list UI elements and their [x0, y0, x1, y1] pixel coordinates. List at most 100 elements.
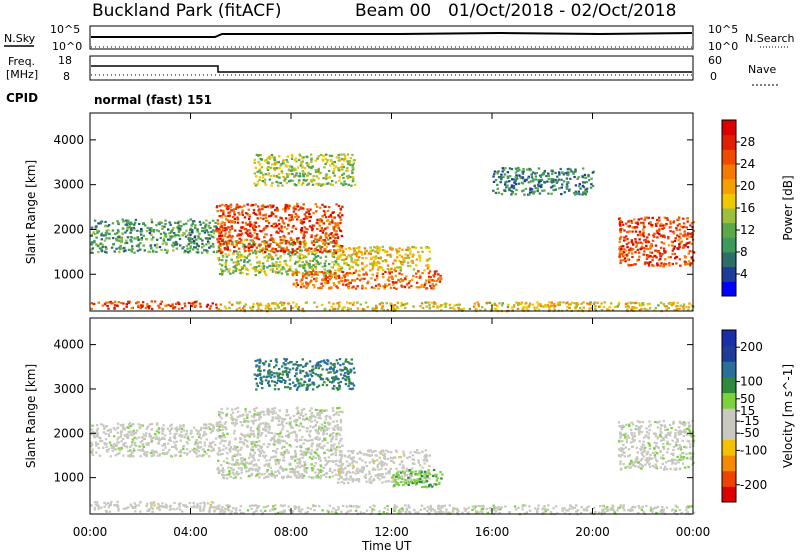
data-cell: [241, 457, 244, 460]
data-cell: [319, 229, 322, 232]
data-cell: [316, 408, 319, 412]
data-cell: [315, 221, 318, 224]
data-cell: [346, 274, 349, 277]
data-cell: [199, 505, 202, 508]
data-cell: [271, 411, 274, 414]
data-cell: [453, 304, 456, 307]
data-cell: [676, 234, 679, 237]
data-cell: [227, 504, 230, 507]
data-cell: [256, 180, 260, 183]
data-cell: [619, 220, 622, 223]
data-cell: [401, 248, 404, 251]
data-cell: [141, 301, 145, 304]
data-cell: [288, 268, 292, 271]
data-cell: [280, 309, 283, 312]
data-cell: [252, 416, 256, 419]
data-cell: [171, 303, 174, 306]
data-cell: [262, 267, 265, 270]
data-cell: [288, 217, 291, 220]
data-cell: [131, 506, 135, 510]
data-cell: [541, 173, 544, 176]
data-cell: [266, 259, 269, 262]
data-cell: [346, 160, 349, 163]
data-cell: [229, 446, 233, 449]
data-cell: [310, 272, 313, 275]
data-cell: [635, 244, 638, 247]
data-cell: [248, 215, 251, 218]
data-cell: [412, 268, 416, 271]
data-cell: [337, 204, 341, 207]
data-cell: [318, 427, 321, 430]
data-cell: [575, 192, 579, 195]
data-cell: [351, 171, 354, 175]
data-cell: [356, 264, 360, 267]
data-cell: [248, 410, 251, 414]
data-cell: [306, 164, 309, 167]
data-cell: [691, 309, 694, 312]
data-cell: [314, 265, 317, 268]
data-cell: [186, 448, 189, 451]
data-cell: [566, 305, 569, 308]
data-cell: [273, 168, 277, 171]
data-cell: [224, 447, 228, 450]
data-cell: [262, 206, 266, 209]
data-cell: [109, 503, 113, 507]
data-cell: [366, 282, 369, 285]
data-cell: [453, 307, 456, 311]
data-cell: [270, 163, 274, 166]
data-cell: [269, 204, 272, 207]
data-cell: [257, 161, 260, 164]
data-cell: [216, 257, 220, 260]
data-cell: [282, 162, 285, 165]
data-cell: [100, 234, 103, 237]
data-cell: [90, 234, 93, 237]
data-cell: [287, 269, 290, 272]
data-cell: [659, 301, 663, 304]
data-cell: [562, 180, 566, 183]
data-cell: [314, 256, 317, 259]
data-cell: [511, 191, 514, 194]
data-cell: [236, 252, 239, 255]
data-cell: [381, 272, 385, 276]
data-cell: [466, 511, 470, 514]
data-cell: [157, 431, 161, 434]
data-cell: [196, 230, 199, 233]
y-tick-label: 1000: [53, 267, 84, 281]
data-cell: [587, 179, 591, 182]
data-cell: [232, 220, 235, 223]
data-cell: [105, 445, 108, 449]
data-cell: [124, 434, 127, 437]
data-cell: [547, 504, 550, 507]
data-cell: [346, 175, 349, 178]
data-cell: [295, 474, 298, 477]
data-cell: [332, 302, 335, 305]
data-cell: [257, 264, 261, 268]
data-cell: [266, 168, 270, 171]
data-cell: [668, 264, 671, 267]
data-cell: [282, 303, 285, 306]
data-cell: [659, 234, 662, 237]
data-cell: [229, 249, 232, 252]
data-cell: [129, 503, 132, 506]
data-cell: [659, 257, 662, 260]
data-cell: [179, 454, 182, 457]
data-cell: [221, 452, 224, 456]
data-cell: [305, 272, 309, 275]
data-cell: [95, 225, 98, 228]
data-cell: [403, 286, 407, 289]
data-cell: [222, 468, 225, 472]
data-cell: [226, 432, 229, 435]
data-cell: [291, 179, 295, 182]
data-cell: [344, 157, 347, 160]
data-cell: [179, 424, 182, 427]
data-cell: [105, 229, 108, 232]
data-cell: [250, 223, 253, 226]
data-cell: [549, 305, 552, 308]
data-cell: [584, 176, 587, 179]
data-cell: [191, 232, 194, 235]
data-cell: [440, 309, 443, 312]
data-cell: [258, 472, 261, 475]
data-cell: [633, 263, 636, 266]
data-cell: [461, 511, 464, 514]
data-cell: [223, 234, 226, 237]
